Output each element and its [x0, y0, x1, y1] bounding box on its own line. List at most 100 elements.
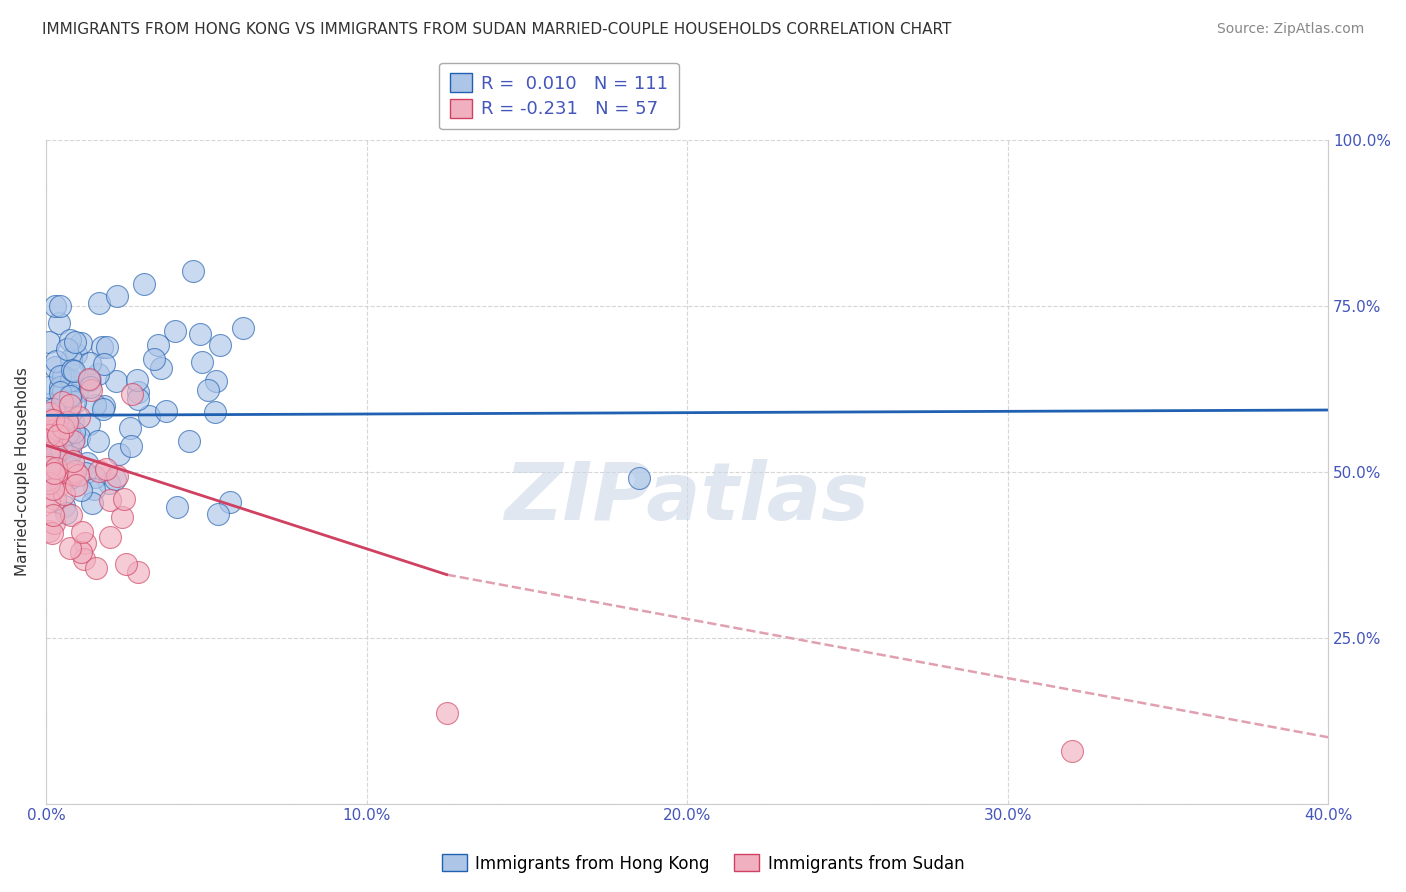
Point	[104, 472, 127, 486]
Point	[65, 334, 87, 349]
Point	[105, 289, 128, 303]
Point	[111, 509, 134, 524]
Point	[94, 462, 117, 476]
Point	[51, 442, 73, 456]
Point	[112, 491, 135, 506]
Point	[59, 467, 82, 482]
Point	[62, 434, 84, 449]
Point	[45, 466, 67, 480]
Point	[42, 401, 65, 416]
Point	[53, 368, 76, 383]
Point	[204, 405, 226, 419]
Point	[205, 374, 228, 388]
Point	[232, 321, 254, 335]
Point	[44, 491, 66, 506]
Point	[63, 395, 86, 409]
Point	[58, 425, 80, 440]
Point	[41, 420, 63, 434]
Point	[59, 373, 82, 387]
Point	[38, 494, 60, 508]
Point	[177, 434, 200, 448]
Point	[38, 443, 60, 458]
Point	[104, 374, 127, 388]
Point	[41, 481, 63, 495]
Point	[38, 460, 60, 475]
Point	[55, 506, 77, 520]
Point	[38, 428, 60, 442]
Point	[58, 449, 80, 463]
Point	[77, 374, 100, 388]
Point	[42, 508, 65, 522]
Point	[44, 360, 66, 375]
Point	[105, 469, 128, 483]
Point	[191, 355, 214, 369]
Point	[166, 500, 188, 514]
Point	[83, 482, 105, 496]
Point	[142, 351, 165, 366]
Point	[107, 447, 129, 461]
Point	[87, 367, 110, 381]
Point	[63, 425, 86, 439]
Point	[118, 421, 141, 435]
Point	[53, 487, 76, 501]
Point	[49, 380, 72, 394]
Point	[52, 421, 75, 435]
Point	[58, 422, 80, 436]
Point	[181, 264, 204, 278]
Point	[98, 492, 121, 507]
Point	[38, 412, 60, 426]
Point	[79, 383, 101, 397]
Point	[127, 372, 149, 386]
Point	[45, 461, 67, 475]
Point	[219, 495, 242, 509]
Point	[52, 368, 75, 383]
Point	[65, 477, 87, 491]
Point	[73, 552, 96, 566]
Point	[60, 363, 83, 377]
Point	[83, 470, 105, 484]
Point	[49, 300, 72, 314]
Point	[73, 466, 96, 480]
Point	[46, 427, 69, 442]
Legend: R =  0.010   N = 111, R = -0.231   N = 57: R = 0.010 N = 111, R = -0.231 N = 57	[439, 62, 679, 129]
Point	[69, 483, 91, 498]
Point	[91, 340, 114, 354]
Point	[67, 430, 90, 444]
Point	[67, 409, 90, 424]
Point	[38, 424, 60, 438]
Point	[208, 338, 231, 352]
Point	[38, 475, 60, 490]
Point	[79, 373, 101, 387]
Point	[45, 353, 67, 368]
Point	[96, 340, 118, 354]
Point	[155, 403, 177, 417]
Point	[48, 417, 70, 431]
Point	[197, 383, 219, 397]
Point	[46, 427, 69, 442]
Point	[59, 333, 82, 347]
Point	[45, 445, 67, 459]
Point	[62, 454, 84, 468]
Point	[63, 432, 86, 446]
Point	[42, 436, 65, 450]
Text: IMMIGRANTS FROM HONG KONG VS IMMIGRANTS FROM SUDAN MARRIED-COUPLE HOUSEHOLDS COR: IMMIGRANTS FROM HONG KONG VS IMMIGRANTS …	[42, 22, 952, 37]
Point	[52, 401, 75, 415]
Legend: Immigrants from Hong Kong, Immigrants from Sudan: Immigrants from Hong Kong, Immigrants fr…	[434, 847, 972, 880]
Point	[65, 346, 87, 360]
Point	[56, 434, 79, 448]
Point	[41, 526, 63, 541]
Point	[59, 389, 82, 403]
Point	[38, 334, 60, 349]
Point	[59, 443, 82, 458]
Point	[60, 508, 83, 522]
Point	[48, 385, 70, 400]
Text: Source: ZipAtlas.com: Source: ZipAtlas.com	[1216, 22, 1364, 37]
Point	[51, 476, 73, 491]
Point	[87, 434, 110, 449]
Point	[38, 379, 60, 393]
Point	[73, 536, 96, 550]
Point	[121, 387, 143, 401]
Y-axis label: Married-couple Households: Married-couple Households	[15, 368, 30, 576]
Point	[46, 422, 69, 436]
Point	[41, 457, 63, 471]
